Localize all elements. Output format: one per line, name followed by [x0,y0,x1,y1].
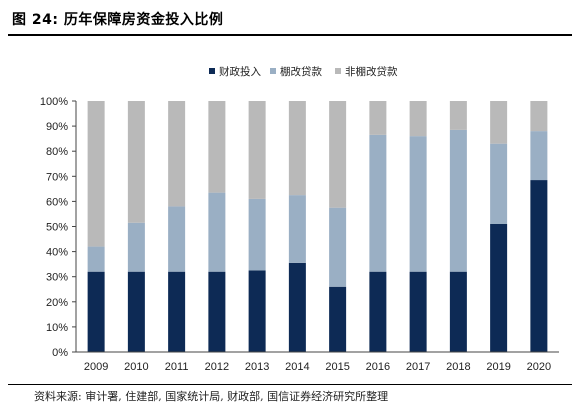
bar-segment-2 [329,207,347,287]
bar-segment-1 [168,271,186,352]
bar-segment-1 [127,271,145,352]
bar-segment-2 [449,129,467,272]
legend-label: 棚改贷款 [280,65,322,78]
bar-segment-1 [369,271,387,352]
legend-label: 非棚改贷款 [345,65,398,78]
bar-series [87,101,548,352]
bar-segment-2 [87,246,105,272]
figure-title: 图 24: 历年保障房资金投入比例 [12,12,224,28]
y-tick-label: 80% [46,146,68,158]
chart-legend: 财政投入 棚改贷款 非棚改贷款 [209,65,398,78]
bar-segment-2 [409,136,427,272]
source-note: 资料来源: 审计署, 住建部, 国家统计局, 财政部, 国信证券经济研究所整理 [34,390,389,403]
y-tick-label: 100% [40,96,68,108]
x-tick-label: 2009 [84,361,108,373]
bar-segment-1 [449,271,467,352]
x-tick-label: 2013 [245,361,269,373]
bar-segment-3 [127,101,145,223]
bar-segment-3 [449,101,467,130]
bar-segment-1 [87,271,105,352]
bar-segment-2 [369,134,387,272]
bar-segment-3 [288,101,306,196]
bar-segment-3 [168,101,186,207]
x-axis: 2009 2010 2011 2012 2013 2014 2015 2016 2017 2018… [76,351,559,373]
y-tick-label: 60% [46,196,68,208]
bar-segment-1 [490,223,508,352]
x-tick-label: 2016 [366,361,390,373]
y-axis: 0% 10% 20% 30% 40% 50% 60% 70% 80% 90% 100% [40,96,77,359]
bar-segment-3 [329,101,347,208]
x-tick-label: 2012 [205,361,229,373]
x-tick-label: 2014 [285,361,309,373]
bar-segment-1 [530,180,548,352]
x-tick-label: 2018 [446,361,470,373]
y-tick-label: 40% [46,247,68,259]
y-tick-label: 70% [46,171,68,183]
x-tick-label: 2017 [406,361,430,373]
bar-segment-2 [288,195,306,263]
bar-segment-3 [208,101,226,193]
x-tick-label: 2010 [124,361,148,373]
bar-segment-3 [530,101,548,132]
bar-segment-1 [409,271,427,352]
legend-label: 财政投入 [219,65,261,78]
x-tick-label: 2019 [486,361,510,373]
source-rule [8,384,572,385]
figure-title-bar: 图 24: 历年保障房资金投入比例 [8,0,572,34]
y-tick-label: 10% [46,322,68,334]
bar-segment-2 [208,192,226,272]
bar-segment-3 [87,101,105,247]
y-tick-label: 30% [46,272,68,284]
bar-segment-3 [369,101,387,135]
bar-segment-2 [127,222,145,272]
title-rule [8,34,572,36]
x-tick-label: 2011 [165,361,189,373]
bar-segment-3 [490,101,508,144]
x-tick-label: 2015 [325,361,349,373]
legend-swatch [335,68,341,74]
y-tick-label: 20% [46,297,68,309]
x-tick-label: 2020 [527,361,551,373]
bar-segment-2 [490,143,508,224]
bar-segment-2 [168,206,186,272]
legend-swatch [209,68,215,74]
bar-segment-2 [530,131,548,181]
legend-swatch [270,68,276,74]
bar-segment-1 [329,286,347,352]
bar-segment-3 [248,101,266,199]
y-tick-label: 90% [46,121,68,133]
bar-segment-2 [248,198,266,271]
bar-segment-1 [288,262,306,352]
y-tick-label: 0% [52,347,68,359]
bar-segment-1 [248,270,266,352]
stacked-bar-chart: 财政投入 棚改贷款 非棚改贷款 0% 10% 20% 30% 40% 50% 60% 70% 80%… [40,65,559,373]
bar-segment-1 [208,271,226,352]
bar-segment-3 [409,101,427,137]
y-tick-label: 50% [46,222,68,234]
